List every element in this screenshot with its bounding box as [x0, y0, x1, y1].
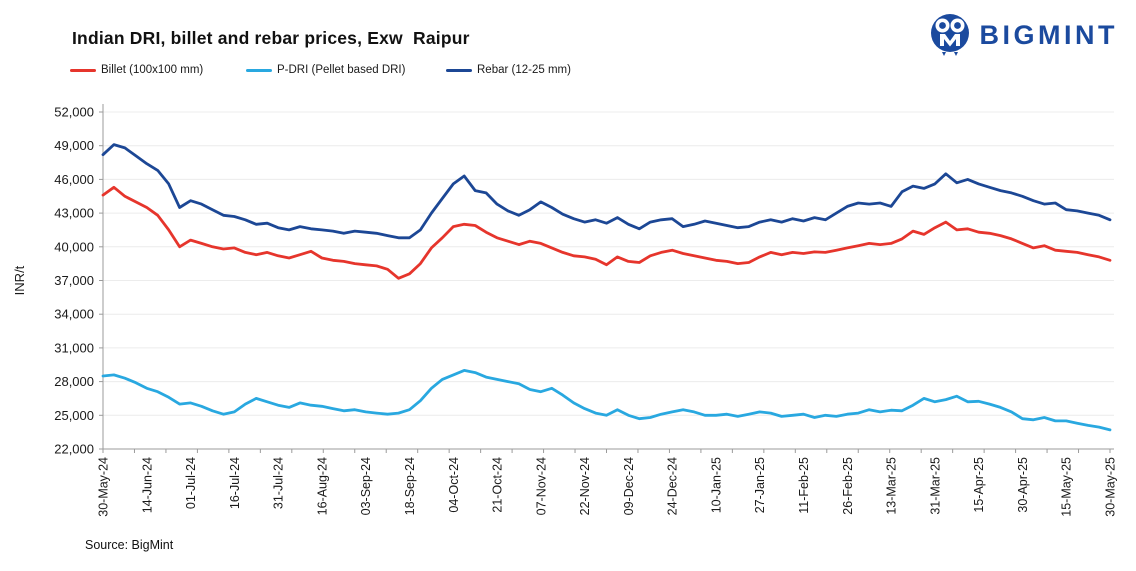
x-tick-label: 15-Apr-25 [972, 457, 986, 513]
bigmint-logo-icon [930, 14, 969, 56]
source-note: Source: BigMint [85, 538, 174, 552]
x-tick-label: 07-Nov-24 [534, 457, 548, 515]
x-tick-label: 01-Jul-24 [184, 457, 198, 509]
x-tick-label: 26-Feb-25 [841, 457, 855, 515]
x-tick-label: 22-Nov-24 [578, 457, 592, 515]
x-tick-label: 24-Dec-24 [666, 457, 680, 515]
x-tick-label: 18-Sep-24 [403, 457, 417, 515]
x-tick-label: 11-Feb-25 [797, 457, 811, 514]
x-tick-label: 13-Mar-25 [885, 457, 899, 515]
chart-title: Indian DRI, billet and rebar prices, Exw… [72, 28, 470, 48]
y-axis-title: INR/t [12, 265, 27, 295]
series-line-p-dri [101, 368, 1112, 432]
x-tick-label: 04-Oct-24 [447, 457, 461, 513]
x-tick-label: 30-May-25 [1104, 457, 1118, 517]
chart-legend: Billet (100x100 mm) P-DRI (Pellet based … [0, 62, 1136, 78]
legend-item-rebar: Rebar (12-25 mm) [446, 62, 571, 78]
x-tick-label: 03-Sep-24 [359, 457, 373, 515]
x-tick-label: 16-Jul-24 [228, 457, 242, 509]
y-tick-label: 37,000 [54, 273, 94, 288]
legend-label-rebar: Rebar (12-25 mm) [477, 64, 571, 76]
legend-item-pdri: P-DRI (Pellet based DRI) [246, 62, 405, 78]
legend-label-pdri: P-DRI (Pellet based DRI) [277, 64, 406, 76]
y-tick-label: 52,000 [54, 105, 94, 120]
x-tick-label: 14-Jun-24 [140, 457, 154, 513]
y-tick-label: 46,000 [54, 172, 94, 187]
y-tick-label: 40,000 [54, 239, 94, 254]
bigmint-logo: BIGMINT [928, 12, 1119, 58]
x-tick-label: 30-Apr-25 [1016, 457, 1030, 513]
legend-swatch-billet [70, 68, 96, 72]
x-tick-label: 16-Aug-24 [315, 457, 329, 515]
y-tick-label: 28,000 [54, 374, 94, 389]
y-tick-label: 34,000 [54, 307, 94, 322]
x-tick-label: 09-Dec-24 [622, 457, 636, 515]
x-tick-label: 31-Jul-24 [272, 457, 286, 509]
series-line-rebar [101, 143, 1112, 240]
x-tick-label: 27-Jan-25 [753, 457, 767, 513]
y-tick-label: 22,000 [54, 442, 94, 457]
x-tick-label: 30-May-24 [97, 457, 111, 517]
legend-swatch-rebar [446, 68, 472, 72]
x-tick-label: 15-May-25 [1060, 457, 1074, 517]
y-tick-label: 31,000 [54, 340, 94, 355]
x-tick-label: 21-Oct-24 [491, 457, 505, 513]
y-tick-label: 25,000 [54, 408, 94, 423]
series-line-billet [101, 185, 1112, 280]
legend-label-billet: Billet (100x100 mm) [101, 64, 204, 76]
y-tick-label: 43,000 [54, 206, 94, 221]
legend-item-billet: Billet (100x100 mm) [70, 62, 203, 78]
x-tick-label: 31-Mar-25 [928, 457, 942, 515]
y-tick-label: 49,000 [54, 138, 94, 153]
x-tick-label: 10-Jan-25 [709, 457, 723, 513]
legend-swatch-pdri [246, 68, 272, 72]
bigmint-logo-text: BIGMINT [979, 19, 1118, 50]
